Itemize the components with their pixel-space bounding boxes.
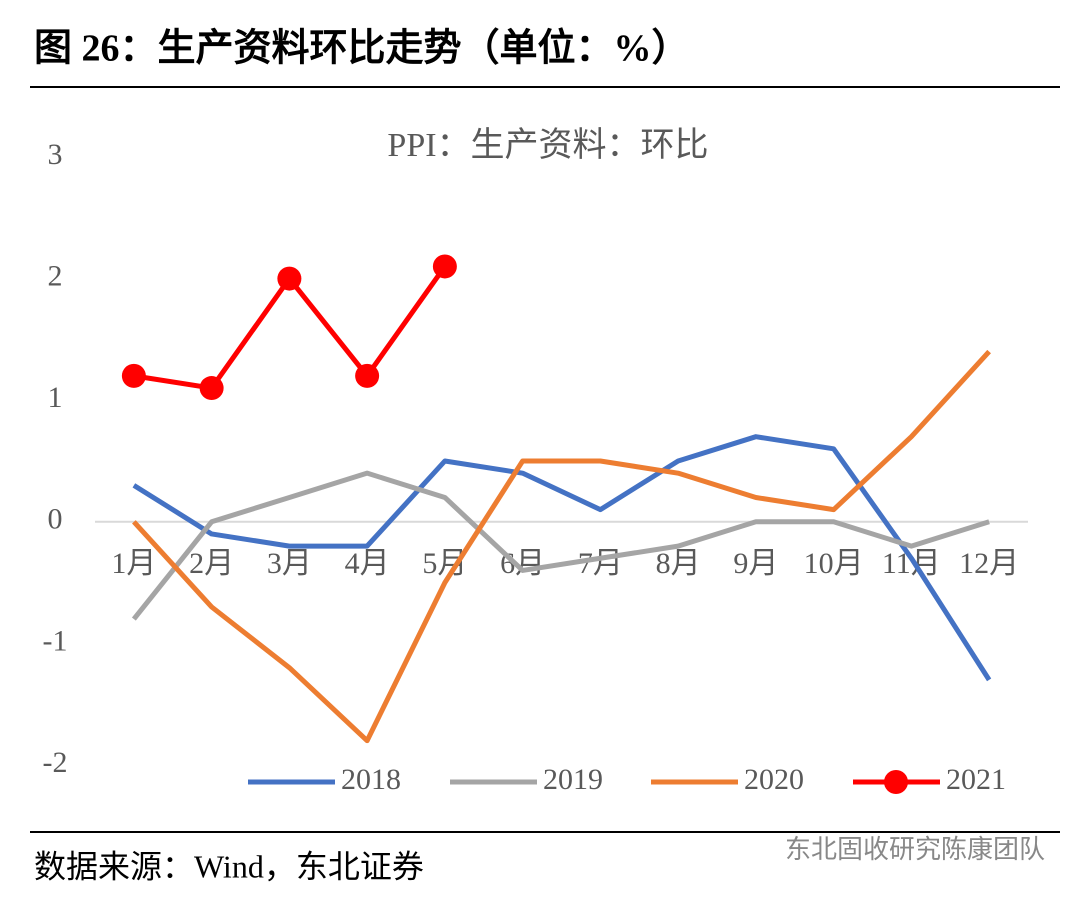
series-line xyxy=(132,349,991,744)
legend-label: 2021 xyxy=(946,763,1006,796)
x-tick-label: 11月 xyxy=(882,547,941,580)
y-tick-label: -1 xyxy=(43,624,68,657)
series-line xyxy=(131,470,990,621)
marker xyxy=(199,376,224,401)
y-tick-label: 2 xyxy=(48,259,63,292)
figure-title: 图 26：生产资料环比走势（单位：%） xyxy=(34,28,690,70)
y-tick-label: -2 xyxy=(43,746,68,779)
marker xyxy=(432,254,457,279)
y-tick-label: 1 xyxy=(48,381,63,414)
x-tick-label: 2月 xyxy=(189,547,234,580)
legend-label: 2020 xyxy=(744,763,804,796)
legend-label: 2018 xyxy=(341,763,401,796)
marker xyxy=(355,363,380,388)
watermark: 东北固收研究陈康团队 xyxy=(785,835,1045,864)
series-line xyxy=(132,434,992,682)
legend-label: 2019 xyxy=(543,763,603,796)
x-tick-label: 3月 xyxy=(267,547,312,580)
x-tick-label: 9月 xyxy=(733,547,778,580)
x-tick-label: 6月 xyxy=(500,547,545,580)
x-tick-label: 1月 xyxy=(111,547,156,580)
legend-marker xyxy=(884,770,908,794)
x-tick-label: 4月 xyxy=(345,547,390,580)
chart-title: PPI：生产资料：环比 xyxy=(387,126,708,164)
marker xyxy=(277,266,302,291)
x-tick-label: 7月 xyxy=(578,547,623,580)
y-tick-label: 0 xyxy=(48,503,63,536)
x-tick-label: 10月 xyxy=(804,547,864,580)
marker xyxy=(121,363,146,388)
source: 数据来源：Wind，东北证券 xyxy=(34,848,424,884)
x-tick-label: 8月 xyxy=(656,547,701,580)
y-tick-label: 3 xyxy=(48,138,63,171)
x-tick-label: 12月 xyxy=(959,547,1019,580)
x-tick-label: 5月 xyxy=(422,547,467,580)
